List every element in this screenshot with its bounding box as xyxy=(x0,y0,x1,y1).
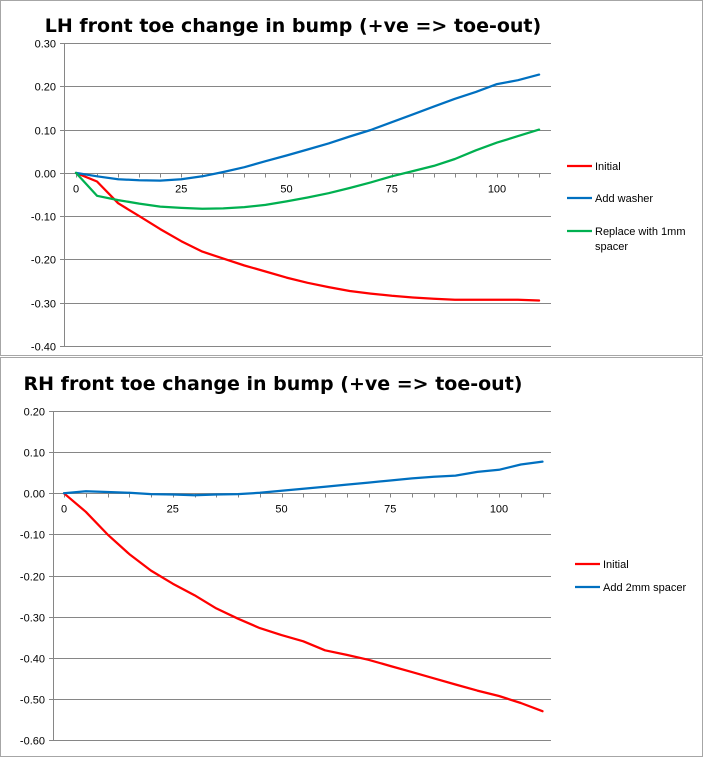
lh-series-line-2 xyxy=(74,73,541,182)
rh-chart-title: RH front toe change in bump (+ve => toe-… xyxy=(24,373,523,395)
lh-chart-title: LH front toe change in bump (+ve => toe-… xyxy=(45,15,541,37)
rh-y-tick-label: -0.20 xyxy=(20,572,45,584)
lh-y-tick-label: 0.20 xyxy=(35,82,56,94)
lh-x-tick-label: 0 xyxy=(73,184,79,196)
lh-legend-label: Add washer xyxy=(595,193,653,205)
lh-chart-area xyxy=(0,0,703,356)
rh-y-tick-label: -0.60 xyxy=(20,736,45,748)
lh-x-tick-label: 100 xyxy=(488,184,506,196)
rh-y-tick-label: 0.10 xyxy=(24,448,45,460)
rh-legend-label: Add 2mm spacer xyxy=(603,582,686,594)
lh-y-tick-label: -0.20 xyxy=(31,255,56,267)
rh-legend-label: Initial xyxy=(603,559,629,571)
lh-legend-label: Replace with 1mm spacer xyxy=(595,226,685,253)
rh-x-tick-label: 75 xyxy=(384,504,396,516)
rh-x-tick-label: 100 xyxy=(490,504,508,516)
rh-y-tick-label: 0.20 xyxy=(24,407,45,419)
rh-x-tick-label: 25 xyxy=(167,504,179,516)
lh-y-tick-label: 0.10 xyxy=(35,126,56,138)
lh-series-line-3 xyxy=(74,128,541,210)
lh-y-tick-label: -0.30 xyxy=(31,299,56,311)
lh-series-line-1 xyxy=(74,171,541,302)
lh-y-tick-label: -0.40 xyxy=(31,342,56,354)
lh-y-tick-label: -0.10 xyxy=(31,212,56,224)
lh-x-tick-label: 50 xyxy=(280,184,292,196)
rh-series-line-1 xyxy=(62,492,544,713)
rh-y-tick-label: -0.10 xyxy=(20,530,45,542)
lh-x-tick-label: 75 xyxy=(386,184,398,196)
rh-x-tick-label: 50 xyxy=(275,504,287,516)
lh-x-tick-label: 25 xyxy=(175,184,187,196)
rh-y-tick-label: -0.40 xyxy=(20,654,45,666)
rh-x-tick-label: 0 xyxy=(61,504,67,516)
rh-chart-area xyxy=(0,357,703,757)
lh-legend-label: Initial xyxy=(595,161,621,173)
rh-series-line-2 xyxy=(62,460,544,497)
lh-y-tick-label: 0.00 xyxy=(35,169,56,181)
rh-y-tick-label: -0.30 xyxy=(20,613,45,625)
lh-y-tick-label: 0.30 xyxy=(35,39,56,51)
rh-y-tick-label: -0.50 xyxy=(20,695,45,707)
rh-y-tick-label: 0.00 xyxy=(24,489,45,501)
